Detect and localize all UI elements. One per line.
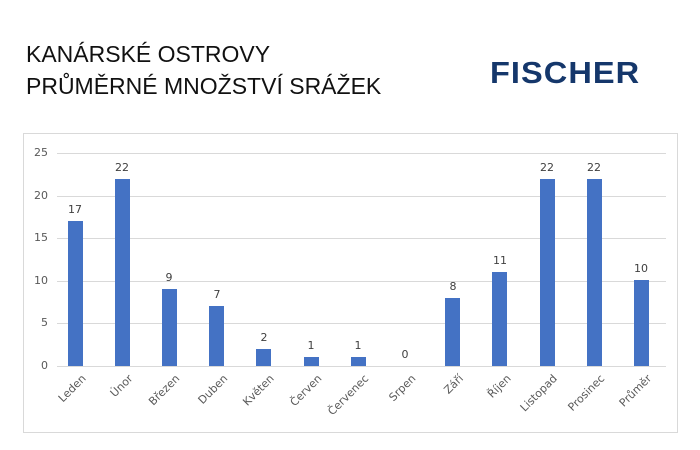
bar (540, 179, 555, 366)
x-tick-label: Září (441, 372, 467, 397)
x-tick-label: Prosinec (565, 372, 608, 414)
x-tick-label: Leden (55, 372, 89, 405)
x-tick-label: Duben (195, 372, 231, 407)
bar (209, 306, 224, 366)
gridline (57, 323, 666, 324)
y-tick-label: 5 (41, 316, 48, 329)
x-tick-label: Červenec (325, 372, 372, 418)
fischer-logo: FISCHER (490, 55, 641, 90)
y-tick-label: 0 (41, 359, 48, 372)
title-line-2: PRŮMĚRNÉ MNOŽSTVÍ SRÁŽEK (26, 73, 382, 99)
data-label: 0 (401, 348, 409, 361)
title-line-1: KANÁRSKÉ OSTROVY (26, 41, 271, 67)
x-tick-label: Listopad (517, 372, 561, 415)
chart-frame (23, 133, 678, 433)
chart-title: KANÁRSKÉ OSTROVY PRŮMĚRNÉ MNOŽSTVÍ SRÁŽE… (26, 38, 381, 102)
bar (445, 298, 460, 366)
gridline (57, 281, 666, 282)
data-label: 22 (115, 161, 129, 174)
data-label: 17 (68, 203, 82, 216)
data-label: 2 (260, 331, 268, 344)
bar (351, 357, 366, 366)
bar (304, 357, 319, 366)
bar (68, 221, 83, 366)
bar (115, 179, 130, 366)
bar (492, 272, 507, 366)
gridline (57, 238, 666, 239)
x-tick-label: Říjen (484, 372, 514, 401)
bar (256, 349, 271, 366)
data-label: 8 (449, 280, 457, 293)
x-tick-label: Květen (240, 372, 278, 409)
gridline (57, 366, 666, 367)
y-tick-label: 15 (34, 231, 48, 244)
y-tick-label: 25 (34, 146, 48, 159)
x-tick-label: Srpen (386, 372, 419, 404)
data-label: 10 (634, 262, 648, 275)
x-tick-label: Únor (107, 372, 136, 400)
data-label: 9 (165, 271, 173, 284)
bar (162, 289, 177, 366)
data-label: 1 (307, 339, 315, 352)
data-label: 22 (540, 161, 554, 174)
data-label: 1 (354, 339, 362, 352)
y-tick-label: 10 (34, 274, 48, 287)
x-tick-label: Průměr (616, 372, 655, 410)
gridline (57, 153, 666, 154)
gridline (57, 196, 666, 197)
data-label: 11 (493, 254, 507, 267)
bar (587, 179, 602, 366)
data-label: 7 (213, 288, 221, 301)
data-label: 22 (587, 161, 601, 174)
x-tick-label: Březen (146, 372, 183, 409)
y-tick-label: 20 (34, 189, 48, 202)
bar (634, 280, 649, 366)
x-tick-label: Červen (287, 372, 325, 409)
